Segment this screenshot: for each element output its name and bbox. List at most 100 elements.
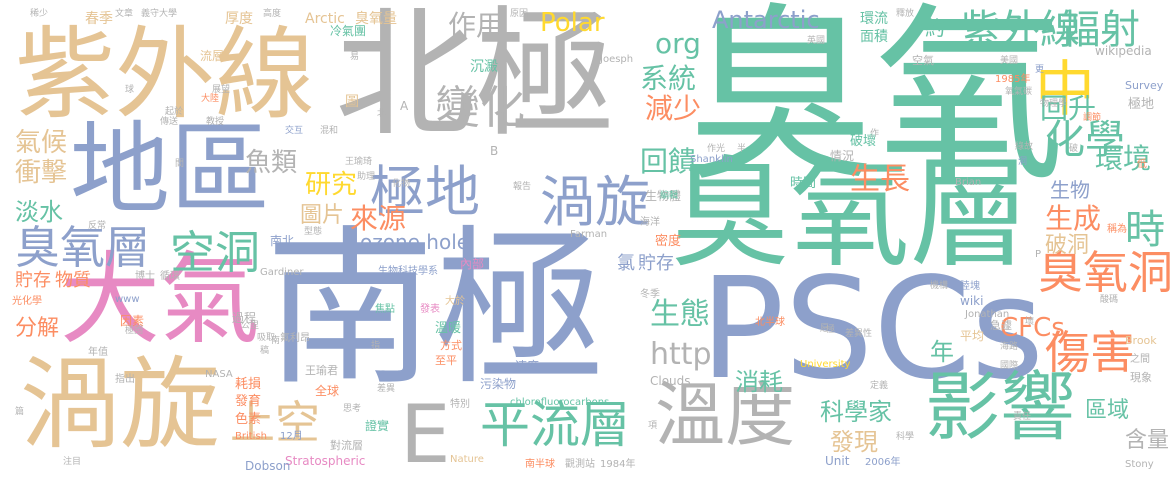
cloud-word: 注目 — [63, 457, 82, 467]
cloud-word: 化學 — [1045, 117, 1125, 163]
cloud-word: 起於 — [165, 107, 184, 117]
cloud-word: 釋放 — [896, 9, 915, 19]
cloud-word: 色素 — [235, 412, 262, 427]
cloud-word: 氟利昂 — [280, 333, 310, 344]
cloud-word: 海洋 — [640, 217, 660, 228]
cloud-word: Gardiner — [260, 267, 304, 278]
cloud-word: 篇 — [15, 407, 25, 417]
cloud-word: 生物體 — [645, 189, 682, 203]
cloud-word: Stratospheric — [285, 454, 366, 468]
cloud-word: 生態 — [650, 297, 710, 332]
cloud-word: 海路 — [1000, 342, 1019, 352]
cloud-word: 臭氧層 — [15, 221, 151, 274]
cloud-word: 破 — [1069, 144, 1079, 154]
cloud-word: 愿 — [820, 324, 830, 334]
cloud-word: 反常 — [88, 221, 107, 231]
cloud-word: 回饋 — [640, 145, 697, 178]
cloud-word: 化物 — [392, 179, 411, 189]
cloud-word: 地區 — [70, 111, 270, 228]
cloud-word: 時 — [1125, 207, 1165, 253]
cloud-word: 年 — [930, 338, 954, 366]
cloud-word: 情況 — [830, 149, 855, 163]
cloud-word: 科學家 — [820, 398, 892, 426]
cloud-word: 中 — [1035, 55, 1095, 125]
cloud-word: 圖 — [345, 94, 359, 110]
cloud-word: Antarctic — [712, 6, 820, 34]
cloud-word: Brook — [1125, 334, 1157, 347]
cloud-word: Clouds — [650, 374, 691, 388]
cloud-word: 生成 — [1045, 202, 1102, 235]
cloud-word: 臭氧 — [685, 0, 1066, 207]
cloud-word: 圖片 — [300, 203, 345, 228]
cloud-word: 差異 — [377, 384, 396, 394]
cloud-word: chlorofluorocarbons — [510, 397, 610, 408]
cloud-word: 證實 — [365, 419, 390, 433]
cloud-word: 半 — [737, 144, 747, 154]
cloud-word: 極圈 — [125, 326, 144, 336]
cloud-word: 發表 — [420, 304, 440, 315]
cloud-word: 影響 — [925, 363, 1076, 451]
cloud-word: B — [490, 144, 499, 158]
cloud-word: 英國 — [807, 36, 826, 46]
cloud-word: 方式 — [440, 339, 462, 352]
cloud-word: 高度 — [263, 9, 282, 19]
cloud-word: 美國 — [1000, 56, 1019, 66]
cloud-word: 速度 — [515, 359, 540, 373]
cloud-word: 思考 — [343, 404, 362, 414]
cloud-word: 洞 — [1018, 157, 1028, 167]
cloud-word: 生長 — [850, 162, 910, 197]
cloud-word: 北 — [377, 109, 387, 119]
cloud-word: 環境 — [1095, 142, 1152, 175]
cloud-word: Brian — [955, 177, 982, 188]
cloud-word: 流層 — [200, 49, 225, 63]
cloud-word: 貯存 — [15, 270, 51, 291]
cloud-word: 年值 — [88, 347, 108, 358]
cloud-word: 調節 — [1083, 113, 1102, 123]
cloud-word: 渦旋 — [540, 170, 651, 234]
cloud-word: 平流層 — [480, 396, 630, 454]
cloud-word: 大於 — [445, 296, 465, 307]
cloud-word: 物理學 — [1040, 99, 1068, 109]
cloud-word: 沉澱 — [470, 59, 498, 75]
cloud-word: 空洞 — [170, 226, 261, 279]
cloud-word: http — [650, 337, 712, 372]
cloud-word: 上空 — [230, 396, 321, 449]
cloud-word: 全球 — [315, 384, 340, 398]
cloud-word: 更 — [1035, 65, 1045, 75]
cloud-word: 責任 — [1013, 412, 1032, 422]
cloud-word: 區域 — [1085, 398, 1130, 423]
cloud-word: 傳送 — [160, 117, 179, 127]
cloud-word: 義守大學 — [141, 9, 178, 19]
cloud-word: Farman — [570, 229, 608, 240]
cloud-word: 南半球 — [525, 459, 555, 470]
cloud-word: A — [400, 99, 409, 113]
cloud-word: 破壞 — [850, 134, 877, 149]
cloud-word: 發現 — [830, 428, 878, 456]
cloud-word: 面積 — [860, 29, 888, 45]
cloud-word: 分解 — [15, 316, 60, 341]
cloud-word: 氯 — [617, 253, 635, 274]
cloud-word: 冷氣團 — [330, 24, 367, 38]
cloud-word: 破洞 — [1045, 233, 1090, 258]
cloud-word: 原因 — [510, 9, 529, 19]
cloud-word: Stony — [1125, 459, 1154, 470]
cloud-word: 發育 — [235, 394, 262, 409]
cloud-word: 變化 — [435, 81, 526, 134]
cloud-word: Joesph — [600, 54, 634, 65]
cloud-word: wikipedia — [1095, 44, 1152, 58]
cloud-word: 研究 — [305, 170, 358, 200]
cloud-word: 型態 — [304, 227, 323, 237]
cloud-word: 指 — [371, 341, 381, 351]
cloud-word: 冬季 — [640, 289, 660, 300]
cloud-word: 輻射 — [1060, 7, 1140, 53]
cloud-word: 極地 — [370, 160, 481, 224]
cloud-word: 北極 — [335, 0, 616, 157]
cloud-word: University — [800, 359, 851, 370]
cloud-word: 作 — [870, 129, 880, 139]
cloud-word: 光化學 — [12, 296, 42, 307]
cloud-word: 臭氧層 — [670, 145, 1030, 284]
cloud-word: 過程 — [232, 311, 257, 325]
cloud-word: 臭氧洞 — [1037, 246, 1173, 299]
cloud-word: Polar — [540, 8, 605, 38]
cloud-word: 春季 — [85, 11, 113, 27]
